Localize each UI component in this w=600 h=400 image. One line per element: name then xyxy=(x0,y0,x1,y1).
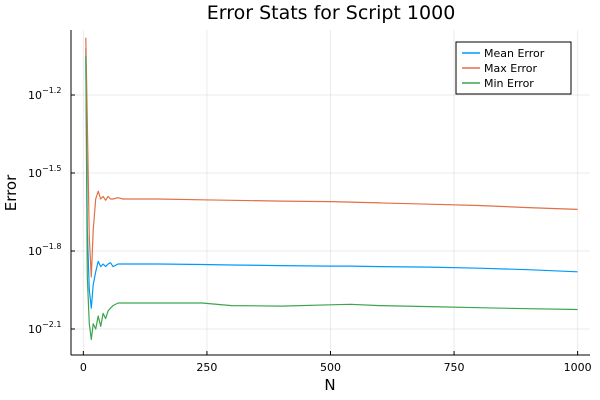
series-line-max-error xyxy=(85,37,578,278)
chart-title: Error Stats for Script 1000 xyxy=(207,2,456,24)
y-ticks: 10−2.1 10−1.8 10−1.5 10−1.2 xyxy=(28,86,75,336)
y-tick-label: 10−1.8 xyxy=(28,242,61,258)
legend-label: Mean Error xyxy=(484,47,545,60)
x-ticks: 0 250 500 750 1000 xyxy=(80,351,592,374)
series-line-min-error xyxy=(85,55,578,340)
y-axis-title: Error xyxy=(2,174,20,211)
legend-label: Min Error xyxy=(484,77,534,90)
x-tick-label: 500 xyxy=(320,361,341,374)
y-tick-label: 10−1.5 xyxy=(28,164,61,180)
x-axis-title: N xyxy=(324,376,335,394)
y-tick-label: 10−1.2 xyxy=(28,86,61,102)
grid-lines xyxy=(71,30,590,355)
x-tick-label: 0 xyxy=(80,361,87,374)
x-tick-label: 250 xyxy=(196,361,217,374)
series-line-mean-error xyxy=(85,48,578,309)
x-tick-label: 750 xyxy=(444,361,465,374)
x-tick-label: 1000 xyxy=(564,361,592,374)
y-tick-label: 10−2.1 xyxy=(28,320,61,336)
legend-label: Max Error xyxy=(484,62,538,75)
legend: Mean Error Max Error Min Error xyxy=(455,41,572,95)
series-lines xyxy=(85,37,578,340)
